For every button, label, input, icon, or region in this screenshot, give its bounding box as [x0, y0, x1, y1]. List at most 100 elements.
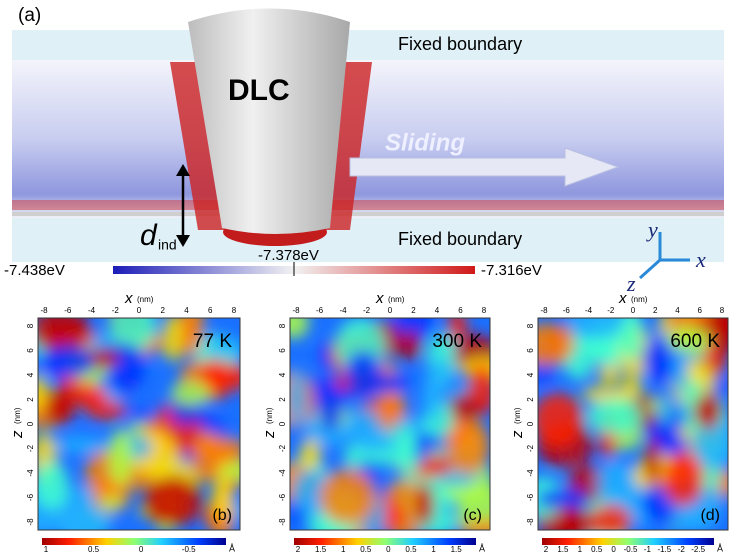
z-tick-label: 2 [26, 397, 35, 402]
blob [663, 452, 704, 506]
colorbar-tick-label: 0 [611, 545, 616, 554]
z-tick-label: 0 [26, 421, 35, 426]
z-tick-label: -2 [526, 444, 535, 452]
blob [422, 456, 453, 476]
colorbar-min: -7.438eV [4, 262, 65, 279]
x-tick-label: 6 [458, 306, 463, 315]
x-axis-label: x [124, 290, 133, 307]
z-tick-label: 6 [26, 348, 35, 353]
z-tick-label: 0 [526, 421, 535, 426]
x-axis-label: x [375, 290, 384, 307]
x-tick-label: 4 [675, 306, 680, 315]
blob [355, 435, 396, 452]
blob [694, 393, 722, 428]
x-tick-label: 8 [482, 306, 487, 315]
panel-label: (a) [18, 5, 41, 26]
colorbar-tick-label: 0.5 [591, 545, 603, 554]
blob [556, 508, 593, 542]
colorbar-tick-label: 0.5 [405, 545, 417, 554]
z-tick-label: 4 [26, 372, 35, 377]
x-axis-unit: (nm) [631, 295, 648, 304]
blob [422, 377, 441, 420]
z-tick-label: 6 [278, 348, 287, 353]
z-tick-label: -4 [26, 469, 35, 477]
x-tick-label: 2 [161, 306, 166, 315]
blob [519, 324, 575, 367]
z-tick-label: 8 [26, 323, 35, 328]
colorbar-tick-label: 1 [578, 545, 583, 554]
z-tick-label: 0 [278, 421, 287, 426]
page: {"panel_a":{"label":"(a)","top_boundary"… [0, 0, 733, 555]
z-tick-label: 4 [526, 372, 535, 377]
z-axis-label: z [9, 430, 26, 439]
blob [400, 425, 416, 481]
tip-label: DLC [228, 74, 290, 107]
blob [193, 437, 247, 458]
z-tick-label: -2 [26, 444, 35, 452]
colorbar-tick-label: -1.5 [657, 545, 671, 554]
blob [58, 508, 105, 543]
panel-label: (d) [700, 507, 720, 524]
colorbar [294, 538, 476, 545]
z-tick-label: -2 [278, 444, 287, 452]
x-axis-unit: (nm) [388, 295, 405, 304]
x-tick-label: 6 [208, 306, 213, 315]
z-axis-unit: (nm) [13, 407, 22, 424]
colorbar-tick-label: -1 [644, 545, 652, 554]
z-tick-label: -6 [278, 493, 287, 501]
blob [535, 489, 588, 508]
x-tick-label: -4 [88, 306, 96, 315]
blob [655, 396, 677, 426]
x-tick-label: -8 [40, 306, 48, 315]
x-tick-label: -4 [339, 306, 347, 315]
x-tick-label: 0 [388, 306, 393, 315]
x-tick-label: 4 [184, 306, 189, 315]
blob [417, 483, 435, 526]
blob [672, 346, 688, 395]
colorbar [542, 538, 714, 545]
x-tick-label: -6 [316, 306, 324, 315]
x-tick-label: 0 [631, 306, 636, 315]
blob [589, 504, 632, 538]
x-tick-label: 2 [411, 306, 416, 315]
x-tick-label: -4 [585, 306, 593, 315]
colorbar-tick-label: 1.5 [557, 545, 569, 554]
x-tick-label: -6 [563, 306, 571, 315]
colorbar-tick-label: 1 [44, 545, 49, 554]
x-tick-label: 4 [435, 306, 440, 315]
colorbar-unit: Å [479, 543, 485, 553]
colorbar-mid: -7.378eV [258, 247, 319, 264]
blob [34, 461, 69, 509]
blob [319, 469, 376, 525]
blob [163, 313, 182, 362]
sliding-label: Sliding [385, 129, 465, 156]
x-tick-label: -8 [540, 306, 548, 315]
colorbar-tick-label: 1 [431, 545, 436, 554]
x-tick-label: -2 [607, 306, 615, 315]
blob [40, 345, 95, 378]
z-axis-unit: (nm) [513, 407, 522, 424]
colorbar-tick-label: 1 [341, 545, 346, 554]
z-tick-label: -8 [278, 518, 287, 526]
blob [644, 497, 675, 524]
boundary-label: Fixed boundary [398, 34, 522, 54]
interface-streaks [12, 200, 724, 210]
blob [86, 400, 127, 420]
colorbar-tick-label: 0.5 [360, 545, 372, 554]
colorbar-tick-label: -2.5 [691, 545, 705, 554]
colorbar-unit: Å [229, 543, 235, 553]
temperature: 600 K [670, 331, 720, 352]
substrate-line [12, 212, 724, 216]
colorbar-tick-label: -0.5 [624, 545, 638, 554]
axis-z: z [626, 271, 636, 296]
blob [566, 305, 624, 339]
blob [212, 363, 251, 391]
blob [644, 437, 660, 487]
colorbar-tick-label: 0.5 [88, 545, 100, 554]
x-tick-label: -6 [64, 306, 72, 315]
colorbar-tick-label: 2 [296, 545, 301, 554]
blob [533, 393, 584, 447]
blob [621, 379, 643, 398]
boundary-label: Fixed boundary [398, 229, 522, 249]
x-tick-label: -2 [363, 306, 371, 315]
